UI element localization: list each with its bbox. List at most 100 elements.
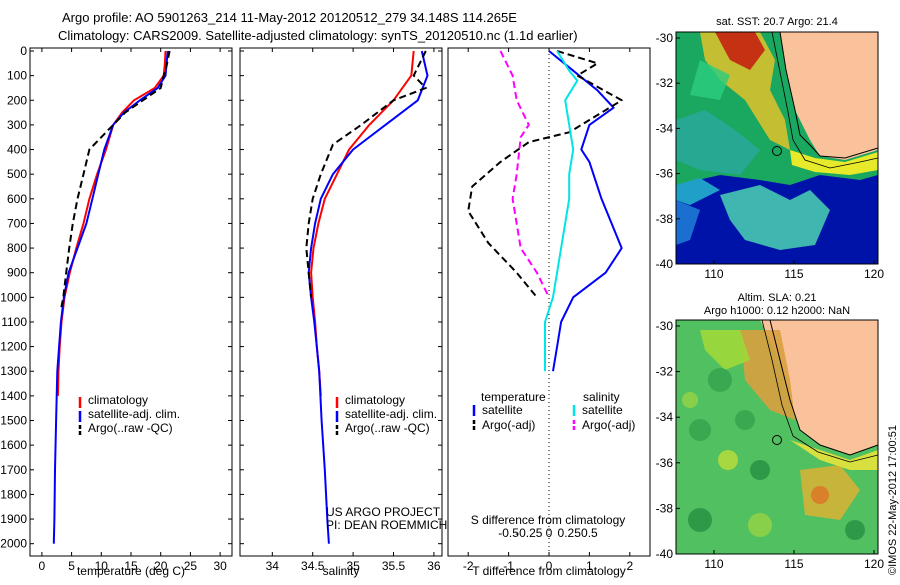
y-tick-label: 1400 [0, 389, 27, 403]
y-tick-label: 100 [7, 69, 27, 83]
map-y-tick-label: -40 [656, 257, 674, 271]
title-line-2: Climatology: CARS2009. Satellite-adjuste… [58, 28, 578, 43]
map-y-tick-label: -40 [656, 547, 674, 561]
y-tick-label: 600 [7, 192, 27, 206]
difference-series-temperature-satellite [548, 50, 623, 372]
y-tick-label: 300 [7, 118, 27, 132]
y-tick-label: 400 [7, 143, 27, 157]
map-y-tick-label: -36 [656, 167, 674, 181]
difference-legend: temperature salinity satellite Argo(-adj… [472, 390, 635, 432]
annotation-project: US ARGO PROJECT [326, 505, 441, 519]
s-tick-label: 0 [546, 526, 553, 540]
x-tick-label: -2 [463, 559, 474, 573]
y-tick-label: 200 [7, 93, 27, 107]
y-tick-label: 0 [20, 44, 27, 58]
x-tick-label: 10 [95, 559, 109, 573]
sla-map: Altim. SLA: 0.21 Argo h1000: 0.12 h2000:… [656, 292, 885, 571]
map-y-tick-label: -30 [656, 319, 674, 333]
salinity-series-satellite-adj-clim- [307, 50, 429, 544]
sst-map-frame [675, 31, 879, 265]
timestamp-stamp: ©IMOS 22-May-2012 17:00:51 [884, 330, 900, 580]
salinity-series-argo-raw-qc- [305, 50, 427, 298]
y-tick-label: 2000 [0, 537, 27, 551]
temperature-plot: 0100200300400500600700800900100011001200… [0, 44, 233, 578]
legend-satellite-adj: satellite-adj. clim. [345, 407, 437, 421]
legend-satellite-adj: satellite-adj. clim. [88, 407, 180, 421]
difference-plot: -2 -1 0 1 2 S difference from climatology -0… [447, 47, 651, 578]
y-tick-label: 1100 [1, 315, 27, 329]
legend-s-argo: Argo(-adj) [582, 418, 635, 432]
y-tick-label: 900 [7, 266, 27, 280]
x-tick-label: 20 [154, 559, 168, 573]
legend-t-argo: Argo(-adj) [482, 418, 535, 432]
map-y-tick-label: -38 [656, 501, 674, 515]
temperature-legend: climatology satellite-adj. clim. Argo(..… [78, 393, 180, 436]
coastline [769, 319, 879, 456]
map-y-tick-label: -34 [656, 410, 674, 424]
t-difference-label: T difference from climatology [472, 564, 626, 578]
legend-header-temperature: temperature [481, 390, 546, 404]
temperature-series-argo-raw-qc- [59, 50, 171, 310]
map-y-tick-label: -38 [656, 212, 674, 226]
y-tick-label: 1700 [0, 463, 27, 477]
coastline [779, 31, 879, 159]
salinity-axes [239, 47, 443, 557]
legend-climatology: climatology [345, 393, 405, 407]
s-tick-label: 0.5 [581, 526, 598, 540]
y-tick-label: 800 [7, 241, 27, 255]
map-y-tick-label: -32 [656, 365, 674, 379]
x-tick-label: 25 [184, 559, 198, 573]
x-tick-label: 34 [266, 559, 280, 573]
s-difference-label: S difference from climatology [471, 513, 626, 527]
map-x-tick-label: 115 [784, 557, 803, 571]
x-tick-label: 2 [626, 559, 633, 573]
difference-series-temperature-argo-adj- [467, 50, 623, 298]
map-x-tick-label: 120 [864, 557, 884, 571]
map-y-tick-label: -34 [656, 121, 674, 135]
x-tick-label: 34.5 [301, 559, 325, 573]
x-tick-label: 0 [39, 559, 46, 573]
map-y-tick-label: -36 [656, 456, 674, 470]
argo-location-marker [772, 435, 782, 445]
x-tick-label: 15 [124, 559, 138, 573]
map-x-tick-label: 120 [864, 267, 884, 281]
x-tick-label: -1 [503, 559, 514, 573]
sst-map: sat. SST: 20.7 Argo: 21.4 110 115 120 -30 -3… [656, 16, 885, 281]
argo-location-marker [772, 146, 782, 156]
legend-t-satellite: satellite [482, 403, 523, 417]
s-tick-label: 0.25 [558, 526, 582, 540]
y-tick-label: 700 [7, 216, 27, 230]
x-tick-label: 36 [427, 559, 441, 573]
y-tick-label: 500 [7, 167, 27, 181]
salinity-plot: 34 34.5 35 35.5 36 salinity climatology sate… [239, 47, 447, 578]
difference-series-salinity-argo-adj- [499, 50, 550, 298]
x-tick-label: 30 [213, 559, 227, 573]
map-y-tick-label: -30 [656, 31, 674, 45]
sla-map-title-2: Argo h1000: 0.12 h2000: NaN [704, 305, 850, 317]
annotation-pi: PI: DEAN ROEMMICH [326, 518, 447, 532]
y-tick-label: 1800 [0, 487, 27, 501]
s-tick-label: -0.5 [498, 526, 519, 540]
y-tick-label: 1900 [0, 512, 27, 526]
difference-series-salinity-satellite [544, 50, 579, 372]
legend-s-satellite: satellite [582, 403, 623, 417]
legend-argo: Argo(..raw -QC) [88, 421, 173, 435]
x-tick-label: 1 [586, 559, 593, 573]
y-tick-label: 1500 [0, 414, 27, 428]
x-tick-label: 35 [346, 559, 360, 573]
salinity-xlabel: salinity [323, 564, 360, 578]
salinity-legend: climatology satellite-adj. clim. Argo(..… [335, 393, 437, 436]
y-tick-label: 1000 [0, 290, 27, 304]
legend-header-salinity: salinity [583, 390, 620, 404]
map-x-tick-label: 115 [784, 267, 803, 281]
timestamp-text: ©IMOS 22-May-2012 17:00:51 [887, 425, 899, 575]
isobath [761, 319, 879, 463]
sla-map-title-1: Altim. SLA: 0.21 [738, 292, 817, 304]
map-x-tick-label: 110 [704, 557, 723, 571]
isobath [771, 31, 879, 169]
y-tick-label: 1300 [0, 364, 27, 378]
title-line-1: Argo profile: AO 5901263_214 11-May-2012… [62, 10, 517, 25]
x-tick-label: 0 [546, 559, 553, 573]
x-tick-label: 5 [68, 559, 75, 573]
temperature-axes [29, 47, 233, 557]
